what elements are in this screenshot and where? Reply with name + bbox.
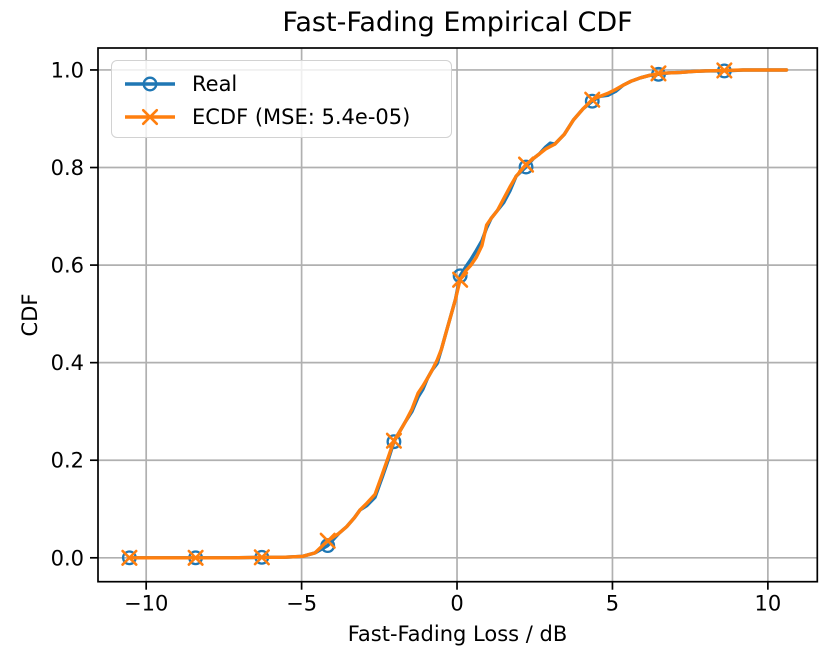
legend-sample-ecdf-icon (125, 108, 175, 125)
x-axis-label: Fast-Fading Loss / dB (347, 622, 568, 646)
x-tick-label: −5 (286, 592, 317, 616)
legend-label-ecdf: ECDF (MSE: 5.4e-05) (192, 104, 411, 129)
y-tick-label: 0.4 (51, 351, 84, 375)
circle-marker-icon (386, 434, 402, 450)
x-marker-icon (452, 271, 469, 288)
legend-item-ecdf: ECDF (MSE: 5.4e-05) (122, 100, 451, 133)
x-marker-icon (253, 549, 270, 566)
x-tick-label: 5 (606, 592, 619, 616)
y-tick-label: 0.2 (51, 449, 84, 473)
x-marker-icon (385, 432, 403, 449)
circle-marker-icon (584, 93, 600, 109)
y-tick-label: 0.6 (51, 254, 84, 278)
legend: Real ECDF (MSE: 5.4e-05) (111, 60, 452, 138)
legend-label-real: Real (192, 71, 238, 96)
x-marker-icon (141, 108, 159, 125)
y-tick-label: 1.0 (51, 58, 84, 82)
series-ecdf (121, 62, 789, 566)
x-tick-label: 10 (755, 592, 782, 616)
x-marker-icon (584, 91, 601, 108)
y-tick-label: 0.0 (51, 546, 84, 570)
series-real (121, 63, 789, 566)
series-line-real (127, 68, 789, 560)
circle-marker-icon (518, 159, 534, 175)
x-marker-icon (187, 549, 204, 566)
x-marker-icon (716, 62, 733, 79)
legend-sample-real-icon (125, 76, 175, 91)
series-line-ecdf (127, 68, 789, 560)
y-axis-label: CDF (18, 293, 42, 337)
circle-marker-icon (142, 76, 158, 91)
x-marker-icon (319, 532, 336, 549)
x-tick-label: 0 (450, 592, 463, 616)
chart-title: Fast-Fading Empirical CDF (282, 7, 633, 38)
legend-item-real: Real (122, 67, 451, 100)
x-tick-label: −10 (124, 592, 168, 616)
x-marker-icon (517, 156, 535, 173)
x-marker-icon (121, 549, 138, 566)
x-marker-icon (650, 65, 667, 82)
y-tick-label: 0.8 (51, 156, 84, 180)
